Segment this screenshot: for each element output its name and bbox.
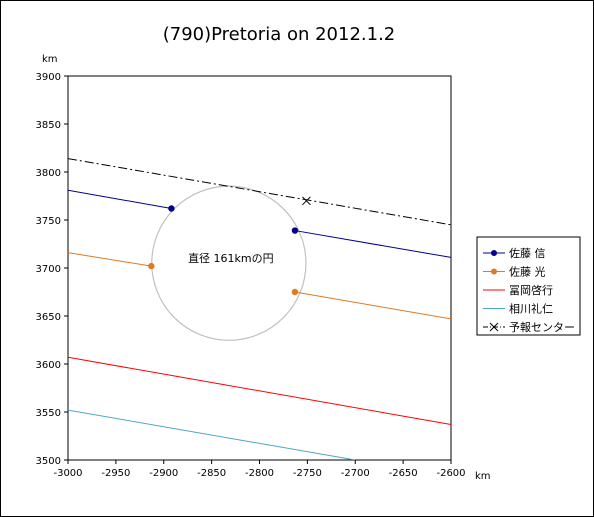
x-tick-label-1: -2950 <box>101 468 130 479</box>
series-1-line-0 <box>68 252 152 267</box>
legend-marker-1 <box>491 268 497 275</box>
y-tick-label-0: 3500 <box>36 456 61 467</box>
series-0-line-0 <box>68 189 172 209</box>
y-tick-label-7: 3850 <box>36 120 61 131</box>
ticks-layer: -3000 -2950 -2900 -2850 -2800 -2750 -2700 -2650… <box>36 72 466 479</box>
y-tick-label-1: 3550 <box>36 408 61 419</box>
y-tick-label-2: 3600 <box>36 360 61 371</box>
series-4-marker-0 <box>302 196 311 206</box>
series-4-line-0 <box>68 158 451 226</box>
y-tick-label-4: 3700 <box>36 264 61 275</box>
legend-label-2: 冨岡啓行 <box>509 283 553 297</box>
series-0-line-1 <box>294 230 451 258</box>
series-1-marker-0 <box>148 262 155 270</box>
series-1-marker-1 <box>291 288 299 296</box>
y-unit-label: km <box>42 54 58 65</box>
x-tick-label-6: -2700 <box>341 468 370 479</box>
circle-label: 直径 161kmの円 <box>188 251 274 265</box>
y-tick-label-6: 3800 <box>36 168 61 179</box>
x-tick-label-5: -2750 <box>293 468 322 479</box>
legend-marker-4 <box>489 322 499 332</box>
y-tick-label-3: 3650 <box>36 312 61 323</box>
series-3-line-0 <box>68 409 356 460</box>
plot-layer: 直径 161kmの円 <box>68 158 451 460</box>
plot-area <box>67 75 452 461</box>
x-tick-label-0: -3000 <box>53 468 82 479</box>
series-0-marker-0 <box>168 205 175 212</box>
y-tick-label-8: 3900 <box>36 72 61 83</box>
x-tick-label-8: -2600 <box>436 468 465 479</box>
series-0-marker-1 <box>291 227 299 234</box>
legend-label-1: 佐藤 光 <box>509 265 546 279</box>
x-tick-label-3: -2850 <box>197 468 226 479</box>
x-unit-label: km <box>475 471 491 482</box>
legend-label-0: 佐藤 信 <box>509 246 546 260</box>
legend-marker-0 <box>491 250 497 256</box>
series-2-line-0 <box>68 356 451 425</box>
legend-label-4: 予報センター <box>509 321 575 334</box>
x-tick-label-4: -2800 <box>245 468 274 479</box>
chart-title: (790)Pretoria on 2012.1.2 <box>163 24 396 45</box>
y-tick-label-5: 3750 <box>36 216 61 227</box>
x-tick-label-7: -2650 <box>389 468 418 479</box>
x-tick-label-2: -2900 <box>149 468 178 479</box>
series-1-line-1 <box>294 291 451 320</box>
legend-label-3: 相川礼仁 <box>509 302 553 316</box>
